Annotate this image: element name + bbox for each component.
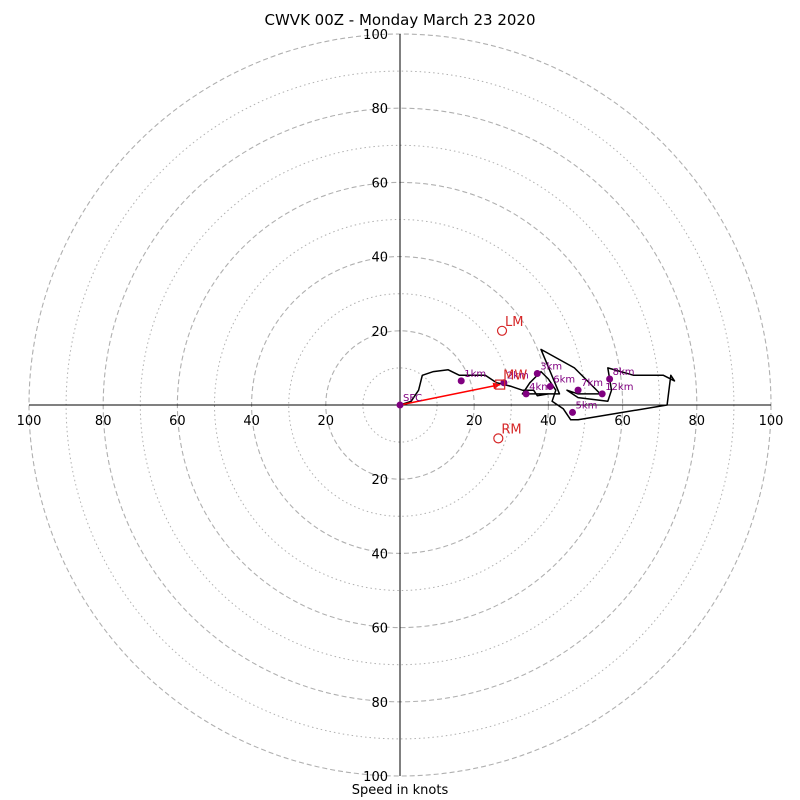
marker-label: RM <box>501 422 521 437</box>
x-axis-label: Speed in knots <box>351 783 449 798</box>
y-tick-label: 40 <box>371 547 388 562</box>
level-point <box>598 390 606 398</box>
x-tick-label: 80 <box>95 414 112 429</box>
level-label: 3km <box>540 361 562 372</box>
x-tick-label: 20 <box>318 414 335 429</box>
y-tick-label: 20 <box>371 325 388 340</box>
shear-arrow-head <box>492 382 501 390</box>
y-tick-label: 40 <box>371 251 388 266</box>
marker-label: LM <box>505 315 523 330</box>
storm-motion-marker <box>493 433 504 444</box>
shear-arrow-line <box>399 383 501 406</box>
level-label: 12km <box>605 382 633 393</box>
level-label: 5km <box>576 400 598 411</box>
level-point <box>457 377 465 385</box>
y-tick-label: 100 <box>363 770 388 785</box>
x-tick-label: 100 <box>17 414 42 429</box>
y-tick-label: 20 <box>371 473 388 488</box>
level-point <box>522 390 530 398</box>
x-tick-label: 40 <box>243 414 260 429</box>
level-point <box>569 408 577 416</box>
chart-title: CWVK 00Z - Monday March 23 2020 <box>264 11 536 29</box>
x-tick-label: 40 <box>540 414 557 429</box>
y-tick-label: 100 <box>363 28 388 43</box>
hodograph-series <box>399 348 676 421</box>
level-label: 4km <box>529 382 551 393</box>
level-label: 8km <box>613 367 635 378</box>
level-label: 1km <box>464 369 486 380</box>
level-label: 6km <box>553 374 575 385</box>
level-point <box>500 379 508 387</box>
level-point <box>546 382 554 390</box>
level-label: 2km <box>507 371 529 382</box>
y-tick-label: 80 <box>371 696 388 711</box>
hodograph-line <box>399 348 676 421</box>
storm-motion-markers: LM RM MW <box>493 315 527 444</box>
level-point <box>574 386 582 394</box>
x-tick-label: 20 <box>466 414 483 429</box>
level-label: SFC <box>403 393 422 404</box>
level-label: 7km <box>581 378 603 389</box>
y-tick-label: 60 <box>371 622 388 637</box>
y-tick-label: 60 <box>371 176 388 191</box>
x-tick-label: 80 <box>689 414 706 429</box>
mean-wind-marker <box>495 379 506 390</box>
level-point <box>533 369 541 377</box>
storm-motion-marker <box>496 325 508 336</box>
height-levels: SFC 1km 2km 3km 4km 5km 6km 7km 8km 12km <box>396 361 635 416</box>
y-tick-label: 80 <box>371 102 388 117</box>
marker-label: MW <box>503 369 527 384</box>
x-tick-label: 60 <box>169 414 186 429</box>
level-point <box>396 401 404 409</box>
tick-labels: 20 20 20 20 40 40 40 40 60 60 60 60 80 80 80 80 100 100 10… <box>17 28 784 785</box>
level-point <box>606 375 614 383</box>
x-tick-label: 100 <box>759 414 784 429</box>
x-tick-label: 60 <box>614 414 631 429</box>
